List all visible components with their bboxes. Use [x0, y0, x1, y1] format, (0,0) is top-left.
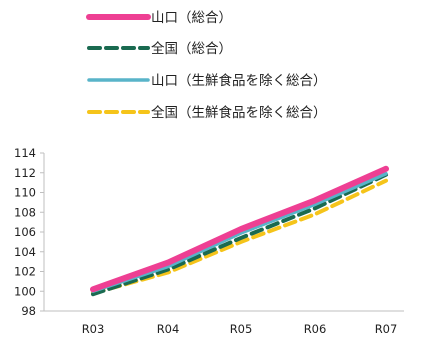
legend-label-1: 山口（総合） — [151, 10, 232, 26]
series-line-1 — [90, 165, 389, 293]
series-line-3 — [91, 171, 388, 293]
x-axis: R03 R04 R05 R06 R07 — [44, 310, 404, 336]
y-tick-label: 98 — [21, 304, 36, 318]
y-tick-label: 104 — [14, 245, 36, 259]
x-tick-label: R06 — [304, 322, 327, 336]
x-tick-label: R03 — [82, 322, 105, 336]
legend-label-4: 全国（生鮮食品を除く総合） — [151, 104, 327, 121]
legend-label-3: 山口（生鮮食品を除く総合） — [151, 72, 327, 89]
series-lines — [90, 165, 389, 297]
y-tick-label: 102 — [14, 265, 36, 279]
y-tick-label: 108 — [14, 205, 36, 219]
y-tick-label: 114 — [14, 146, 36, 160]
legend-label-2: 全国（総合） — [151, 40, 232, 57]
legend: 山口（総合） 全国（総合） 山口（生鮮食品を除く総合） 全国（生鮮食品を除く総合） — [86, 10, 327, 121]
y-tick-label: 100 — [14, 284, 36, 298]
y-tick-label: 106 — [14, 225, 36, 239]
series-line-2 — [91, 172, 388, 297]
y-tick-label: 110 — [14, 186, 36, 200]
x-tick-label: R05 — [230, 322, 253, 336]
y-axis: 98 100 102 104 106 108 110 112 114 — [14, 146, 45, 318]
y-tick-label: 112 — [14, 166, 36, 180]
x-tick-label: R04 — [157, 322, 180, 336]
x-tick-label: R07 — [375, 322, 398, 336]
